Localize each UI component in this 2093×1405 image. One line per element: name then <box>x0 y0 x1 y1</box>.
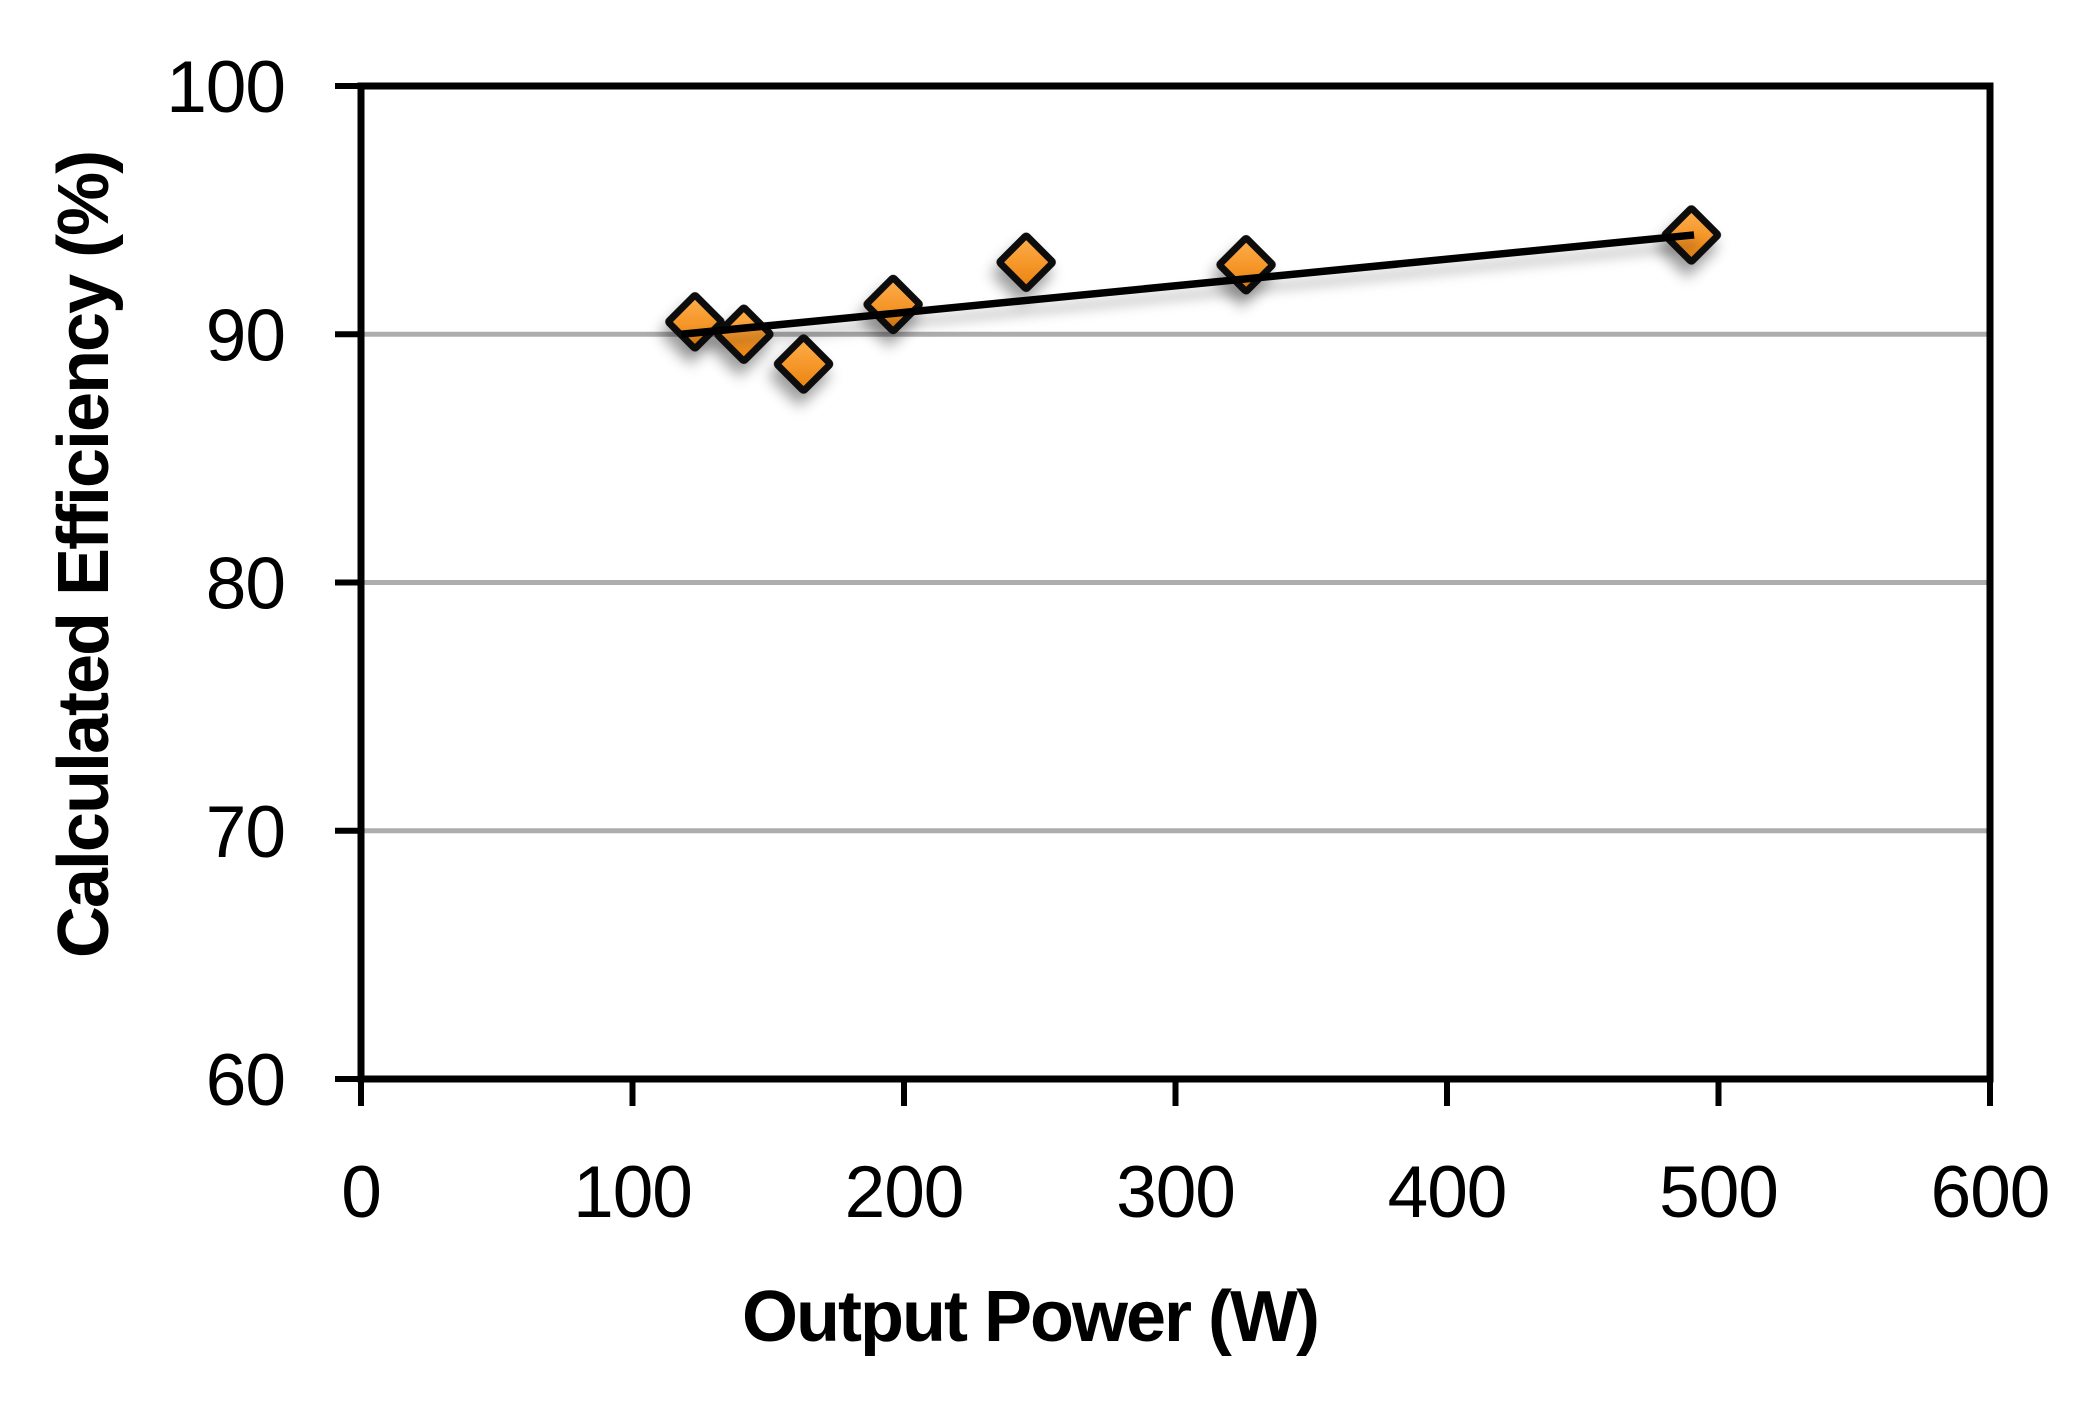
y-tick-label: 80 <box>206 544 285 625</box>
labels-layer: 60 70 80 90 100 0 100 200 300 400 500 600 <box>166 47 2050 1233</box>
y-tick-label: 100 <box>166 47 285 128</box>
plot-layers: 60 70 80 90 100 0 100 200 300 400 500 600 <box>166 47 2050 1233</box>
x-tick-label: 100 <box>573 1152 692 1233</box>
y-tick-label: 70 <box>206 792 285 873</box>
plot-border <box>357 82 1994 1083</box>
data-point-marker <box>665 292 725 352</box>
diamond-icon <box>996 232 1056 293</box>
x-tick-label: 300 <box>1116 1152 1235 1233</box>
x-axis-title: Output Power (W) <box>742 1277 1318 1357</box>
line-layer <box>681 231 1695 338</box>
markers-layer <box>665 205 1722 394</box>
y-tick-label: 90 <box>206 295 285 376</box>
diamond-icon <box>665 292 725 352</box>
data-point-marker <box>863 274 923 335</box>
grid-layer <box>364 331 1987 834</box>
diamond-icon <box>863 274 923 335</box>
data-point-marker <box>714 304 774 364</box>
diamond-icon <box>714 304 774 364</box>
x-tick-label: 400 <box>1388 1152 1507 1233</box>
x-tick-label: 200 <box>845 1152 964 1233</box>
frame-layer <box>335 82 1994 1106</box>
y-tick-label: 60 <box>206 1040 285 1121</box>
x-tick-label: 500 <box>1659 1152 1778 1233</box>
data-point-marker <box>773 334 834 394</box>
diamond-icon <box>773 334 834 394</box>
data-point-marker <box>996 232 1056 293</box>
trendline <box>681 231 1695 338</box>
y-axis-title: Calculated Efficiency (%) <box>44 152 124 958</box>
x-tick-label: 600 <box>1931 1152 2050 1233</box>
x-tick-label: 0 <box>341 1152 381 1233</box>
